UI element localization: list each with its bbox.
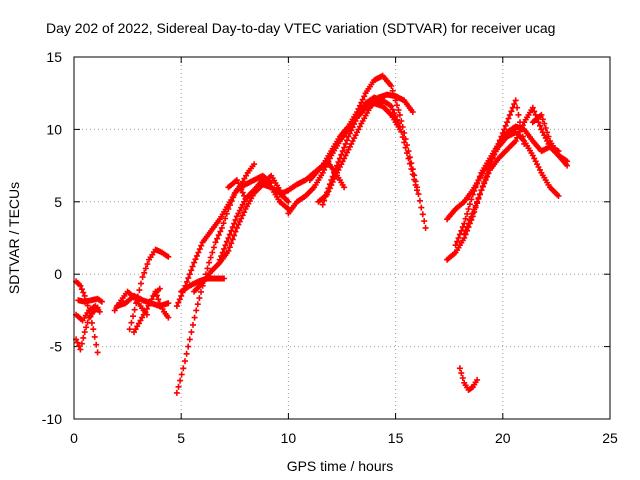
series-s3: [75, 295, 105, 305]
series-s21-markers: [444, 129, 562, 223]
x-tick-label-5: 25: [602, 430, 618, 446]
series-s9-markers: [152, 288, 172, 321]
series-s24-markers: [461, 97, 528, 237]
y-tick-label-2: 5: [54, 194, 62, 210]
series-s16-markers: [276, 72, 429, 231]
series-s22: [444, 104, 571, 263]
series-s7-markers: [126, 246, 172, 333]
series-s9: [152, 288, 172, 321]
y-tick-label-1: 10: [46, 121, 62, 137]
series-s16: [276, 72, 429, 231]
series-s6: [113, 292, 172, 310]
y-tick-label-3: 0: [54, 266, 62, 282]
grid-lines: [74, 57, 610, 419]
series-s15: [225, 177, 292, 212]
series-s25-markers: [456, 365, 481, 393]
series-s24: [461, 97, 528, 237]
y-tick-label-4: -5: [50, 339, 63, 355]
x-tick-labels: 0 5 10 15 20 25: [70, 430, 618, 446]
plot-frame: [73, 56, 611, 420]
series-s26: [529, 111, 571, 169]
series-s3-markers: [75, 295, 105, 305]
x-tick-label-0: 0: [70, 430, 78, 446]
y-tick-label-5: -10: [42, 411, 62, 427]
series-s19: [319, 100, 403, 208]
series-s25: [456, 365, 481, 393]
series-s22-markers: [444, 104, 571, 263]
series-s4-markers: [73, 303, 103, 324]
series-s19-markers: [319, 100, 403, 208]
series-s7: [126, 246, 172, 333]
series-s15-markers: [225, 177, 292, 212]
series-s20-markers: [306, 158, 348, 191]
series-s20: [306, 158, 348, 191]
x-tick-label-2: 10: [281, 430, 297, 446]
x-tick-label-3: 15: [388, 430, 404, 446]
data-series: [73, 72, 571, 396]
y-axis-label: SDTVAR / TECUs: [6, 182, 22, 294]
series-s6-markers: [113, 292, 172, 310]
y-tick-label-0: 15: [46, 49, 62, 65]
chart-title: Day 202 of 2022, Sidereal Day-to-day VTE…: [46, 20, 555, 36]
x-axis-label: GPS time / hours: [287, 458, 394, 474]
series-s4: [73, 303, 103, 324]
series-s26-markers: [529, 111, 571, 169]
series-s21: [444, 129, 562, 223]
y-tick-labels: 15 10 5 0 -5 -10: [42, 49, 62, 427]
x-tick-label-4: 20: [495, 430, 511, 446]
x-tick-label-1: 5: [177, 430, 185, 446]
